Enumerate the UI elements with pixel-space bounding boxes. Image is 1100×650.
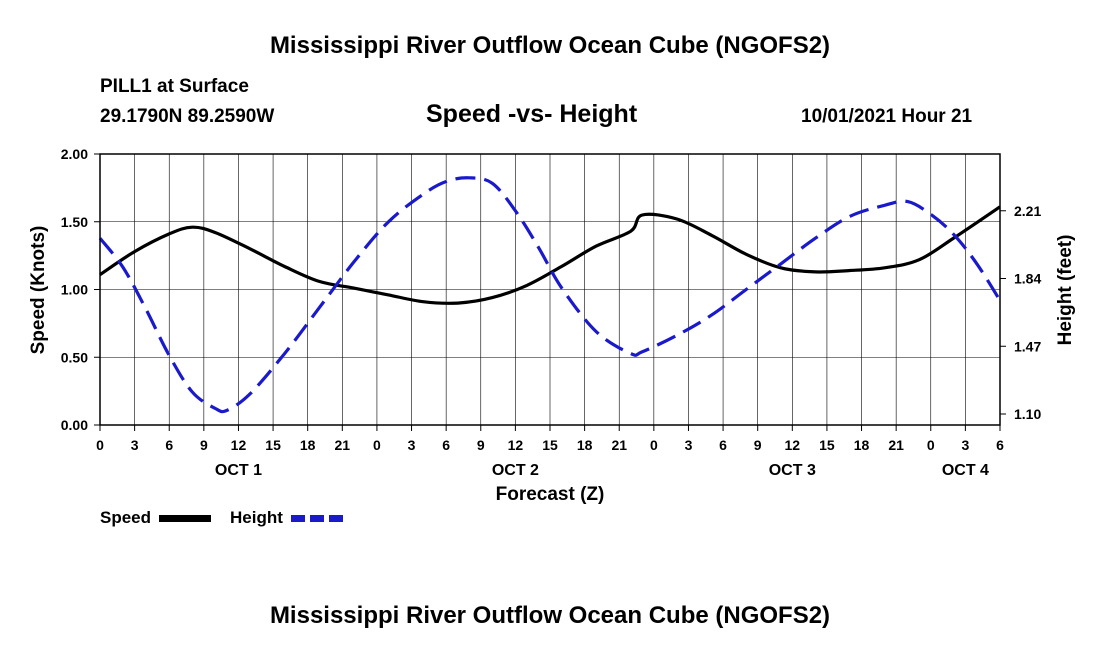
legend-height-swatch: [291, 515, 343, 522]
x-tick-label: 0: [96, 437, 104, 453]
day-label: OCT 2: [492, 462, 539, 479]
x-tick-label: 3: [961, 437, 969, 453]
series-lines: [98, 176, 1002, 414]
x-tick-label: 12: [785, 437, 801, 453]
y2-tick-label: 2.21: [1014, 203, 1041, 219]
x-tick-label: 6: [165, 437, 173, 453]
y-axis-label: Speed (Knots): [28, 226, 49, 355]
plot-title: Speed -vs- Height: [426, 100, 638, 128]
x-tick-label: 18: [577, 437, 593, 453]
x-tick-label: 9: [477, 437, 485, 453]
height-series-line: [98, 176, 1002, 414]
y2-tick-label: 1.84: [1014, 271, 1041, 287]
x-tick-label: 12: [231, 437, 247, 453]
x-tick-label: 15: [265, 437, 281, 453]
day-label: OCT 3: [769, 462, 816, 479]
legend-speed-swatch: [159, 515, 211, 522]
x-tick-label: 6: [442, 437, 450, 453]
y-tick-label: 1.50: [61, 214, 88, 230]
y-tick-label: 2.00: [61, 146, 88, 162]
y-tick-label: 0.00: [61, 417, 88, 433]
x-tick-label: 9: [200, 437, 208, 453]
x-tick-label: 3: [131, 437, 139, 453]
page-title: Mississippi River Outflow Ocean Cube (NG…: [269, 32, 831, 59]
datetime-label: 10/01/2021 Hour 21: [801, 106, 973, 127]
speed-series-line: [99, 205, 1001, 305]
day-label: OCT 1: [215, 462, 262, 479]
x-tick-label: 0: [927, 437, 935, 453]
station-label: PILL1 at Surface: [100, 76, 249, 97]
coordinates-label: 29.1790N 89.2590W: [100, 106, 275, 127]
x-tick-label: 21: [335, 437, 351, 453]
x-tick-label: 6: [996, 437, 1004, 453]
day-label: OCT 4: [942, 462, 989, 479]
x-tick-label: 21: [611, 437, 627, 453]
y2-axis-label: Height (feet): [1055, 235, 1076, 346]
x-tick-label: 15: [819, 437, 835, 453]
legend-height-label: Height: [230, 508, 283, 527]
x-tick-label: 18: [300, 437, 316, 453]
plot-frame: [99, 153, 1001, 426]
footer-title: Mississippi River Outflow Ocean Cube (NG…: [269, 602, 831, 629]
x-tick-label: 6: [719, 437, 727, 453]
y-tick-label: 1.00: [61, 282, 88, 298]
x-tick-label: 0: [650, 437, 658, 453]
x-tick-label: 9: [754, 437, 762, 453]
x-tick-label: 12: [508, 437, 524, 453]
x-tick-label: 0: [373, 437, 381, 453]
x-tick-label: 18: [854, 437, 870, 453]
y2-tick-label: 1.10: [1014, 406, 1041, 422]
x-tick-label: 3: [408, 437, 416, 453]
x-tick-label: 21: [888, 437, 904, 453]
y-tick-label: 0.50: [61, 349, 88, 365]
x-axis-label: Forecast (Z): [496, 484, 605, 505]
x-tick-label: 15: [542, 437, 558, 453]
axes: 0.00 0.50 1.00 1.50 2.00 1.10 1.47 1.84 2.21 0 3 6 9…: [61, 146, 1042, 479]
speed-height-chart: 0.00 0.50 1.00 1.50 2.00 1.10 1.47 1.84 2.21 0 3 6 9…: [28, 146, 1076, 505]
legend-speed-label: Speed: [100, 508, 152, 527]
x-tick-label: 3: [685, 437, 693, 453]
y2-tick-label: 1.47: [1014, 338, 1041, 354]
